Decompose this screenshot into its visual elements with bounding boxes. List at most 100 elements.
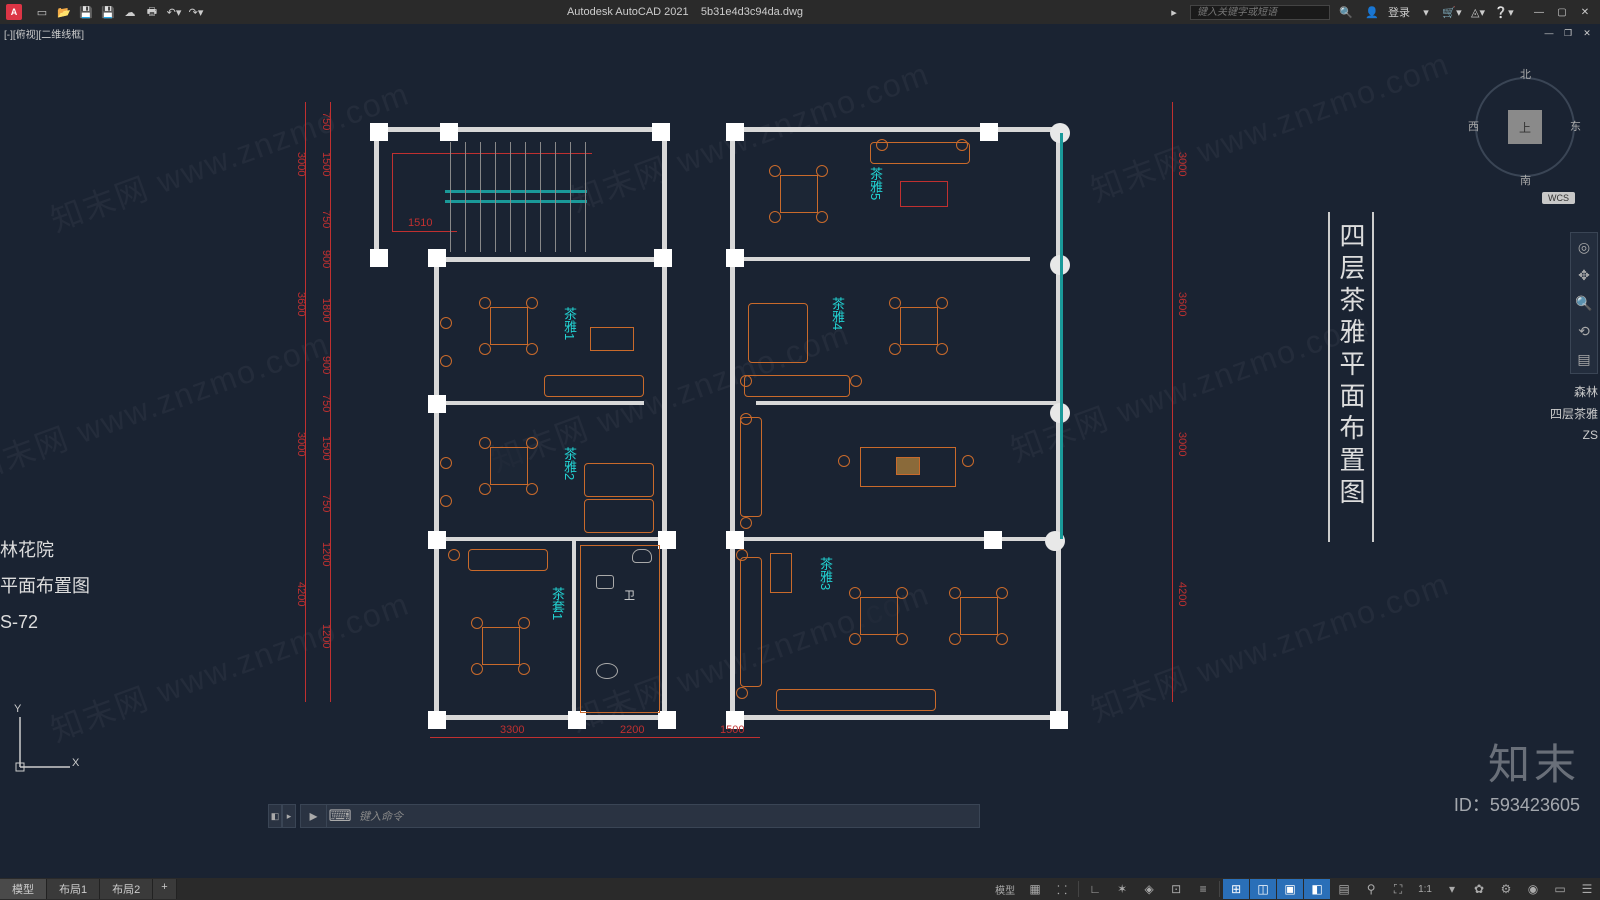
- info-caret-icon[interactable]: ▸: [1164, 2, 1184, 22]
- apps-icon[interactable]: ◬▾: [1468, 2, 1488, 22]
- tea-table: [960, 597, 998, 635]
- nav-wheel-icon[interactable]: ◎: [1574, 237, 1594, 257]
- stair-rail: [445, 190, 587, 193]
- dim-text: 1800: [320, 298, 332, 322]
- workspace-icon[interactable]: ✿: [1466, 879, 1492, 899]
- nav-zoom-icon[interactable]: 🔍: [1574, 293, 1594, 313]
- viewport-label[interactable]: [-][俯视][二维线框]: [4, 26, 84, 41]
- chair: [849, 633, 861, 645]
- tea-tray: [896, 457, 920, 475]
- title-bar: A ▭ 📂 💾 💾 ☁ 🖶 ↶▾ ↷▾ Autodesk AutoCAD 202…: [0, 0, 1600, 24]
- isodraft-icon[interactable]: ◈: [1136, 879, 1162, 899]
- room-label: 茶雅2: [560, 447, 579, 480]
- command-line[interactable]: ▸ ⌨ 键入命令: [300, 804, 980, 828]
- chair: [838, 455, 850, 467]
- qat-new-icon[interactable]: ▭: [32, 2, 52, 22]
- search-input[interactable]: [1190, 5, 1330, 20]
- column: [428, 395, 446, 413]
- dynamic-input-icon[interactable]: ⊞: [1223, 879, 1249, 899]
- wall: [434, 257, 439, 717]
- view-cube[interactable]: 上 北 南 东 西: [1470, 72, 1580, 182]
- doc-minimize-button[interactable]: —: [1540, 26, 1558, 40]
- qat-saveas-icon[interactable]: 💾: [98, 2, 118, 22]
- annoscale-icon[interactable]: ⛶: [1385, 879, 1411, 899]
- help-icon[interactable]: ❔▾: [1494, 2, 1514, 22]
- chair: [816, 165, 828, 177]
- chair: [889, 343, 901, 355]
- viewcube-east[interactable]: 东: [1570, 118, 1581, 134]
- qat-open-icon[interactable]: 📂: [54, 2, 74, 22]
- wcs-badge[interactable]: WCS: [1542, 192, 1575, 204]
- minimize-button[interactable]: —: [1528, 2, 1550, 22]
- login-caret-icon[interactable]: ▾: [1416, 2, 1436, 22]
- qat-redo-icon[interactable]: ↷▾: [186, 2, 206, 22]
- lineweight-icon[interactable]: ≡: [1190, 879, 1216, 899]
- osnap-icon[interactable]: ⊡: [1163, 879, 1189, 899]
- nav-showmotion-icon[interactable]: ▤: [1574, 349, 1594, 369]
- title-rule: [1372, 212, 1374, 542]
- wall: [434, 715, 674, 720]
- cleanscreen-icon[interactable]: ▭: [1547, 879, 1573, 899]
- qat-undo-icon[interactable]: ↶▾: [164, 2, 184, 22]
- polar-icon[interactable]: ✶: [1109, 879, 1135, 899]
- dim-stair: 1510: [408, 217, 432, 229]
- tab-model[interactable]: 模型: [0, 879, 47, 899]
- titleblock-line: 森林: [1550, 382, 1598, 404]
- viewcube-face-top[interactable]: 上: [1508, 110, 1542, 144]
- customize-icon[interactable]: ☰: [1574, 879, 1600, 899]
- wall: [730, 715, 1060, 720]
- ortho-icon[interactable]: ∟: [1082, 879, 1108, 899]
- doc-restore-button[interactable]: ❐: [1559, 26, 1577, 40]
- viewcube-south[interactable]: 南: [1520, 172, 1531, 188]
- 3dosnap-icon[interactable]: ▣: [1277, 879, 1303, 899]
- nav-orbit-icon[interactable]: ⟲: [1574, 321, 1594, 341]
- tab-layout2[interactable]: 布局2: [100, 879, 153, 899]
- login-label[interactable]: 登录: [1388, 4, 1410, 20]
- close-button[interactable]: ✕: [1574, 2, 1596, 22]
- app-icon[interactable]: A: [6, 4, 22, 20]
- tab-add-button[interactable]: +: [153, 879, 176, 899]
- cmd-expand-icon[interactable]: ▸: [282, 804, 296, 828]
- dim-text: 900: [320, 356, 332, 374]
- scale-dropdown-icon[interactable]: ▾: [1439, 879, 1465, 899]
- cmd-chevron-icon[interactable]: ▸: [301, 805, 327, 827]
- cart-icon[interactable]: 🛒▾: [1442, 2, 1462, 22]
- dim-text: 3300: [500, 724, 524, 736]
- selection-cycle-icon[interactable]: ◫: [1250, 879, 1276, 899]
- transparency-icon[interactable]: ◧: [1304, 879, 1330, 899]
- maximize-button[interactable]: ▢: [1551, 2, 1573, 22]
- quickprops-icon[interactable]: ▤: [1331, 879, 1357, 899]
- cmd-prompt[interactable]: 键入命令: [353, 808, 409, 824]
- column: [980, 123, 998, 141]
- viewcube-west[interactable]: 西: [1468, 118, 1479, 134]
- toilet-icon: [632, 549, 652, 563]
- cmd-history-buttons: ◧ ▸: [268, 804, 296, 828]
- isolate-icon[interactable]: ◉: [1520, 879, 1546, 899]
- qat-web-icon[interactable]: ☁: [120, 2, 140, 22]
- drawing-canvas[interactable]: 知末网 www.znzmo.com 知末网 www.znzmo.com 知末网 …: [0, 42, 1600, 852]
- snap-icon[interactable]: ⸬: [1049, 879, 1075, 899]
- chair: [440, 495, 452, 507]
- grid-icon[interactable]: ▦: [1022, 879, 1048, 899]
- cmd-recent-icon[interactable]: ◧: [268, 804, 282, 828]
- nav-pan-icon[interactable]: ✥: [1574, 265, 1594, 285]
- viewcube-north[interactable]: 北: [1520, 66, 1531, 82]
- title-rule: [1328, 212, 1330, 542]
- chair: [850, 375, 862, 387]
- scale-label[interactable]: 1:1: [1412, 879, 1438, 899]
- annomon-icon[interactable]: ⚲: [1358, 879, 1384, 899]
- hardware-accel-icon[interactable]: ⚙: [1493, 879, 1519, 899]
- search-icon[interactable]: 🔍: [1336, 2, 1356, 22]
- sofa: [468, 549, 548, 571]
- chair: [479, 297, 491, 309]
- cmd-customize-icon[interactable]: ⌨: [327, 805, 353, 827]
- status-model-label[interactable]: 模型: [989, 879, 1021, 899]
- layout-tabs: 模型 布局1 布局2 +: [0, 879, 177, 899]
- qat-save-icon[interactable]: 💾: [76, 2, 96, 22]
- glazing: [1060, 537, 1063, 539]
- doc-close-button[interactable]: ✕: [1578, 26, 1596, 40]
- user-icon[interactable]: 👤: [1362, 2, 1382, 22]
- tab-layout1[interactable]: 布局1: [47, 879, 100, 899]
- qat-plot-icon[interactable]: 🖶: [142, 2, 162, 22]
- titleblock-line: 林花院: [0, 532, 90, 568]
